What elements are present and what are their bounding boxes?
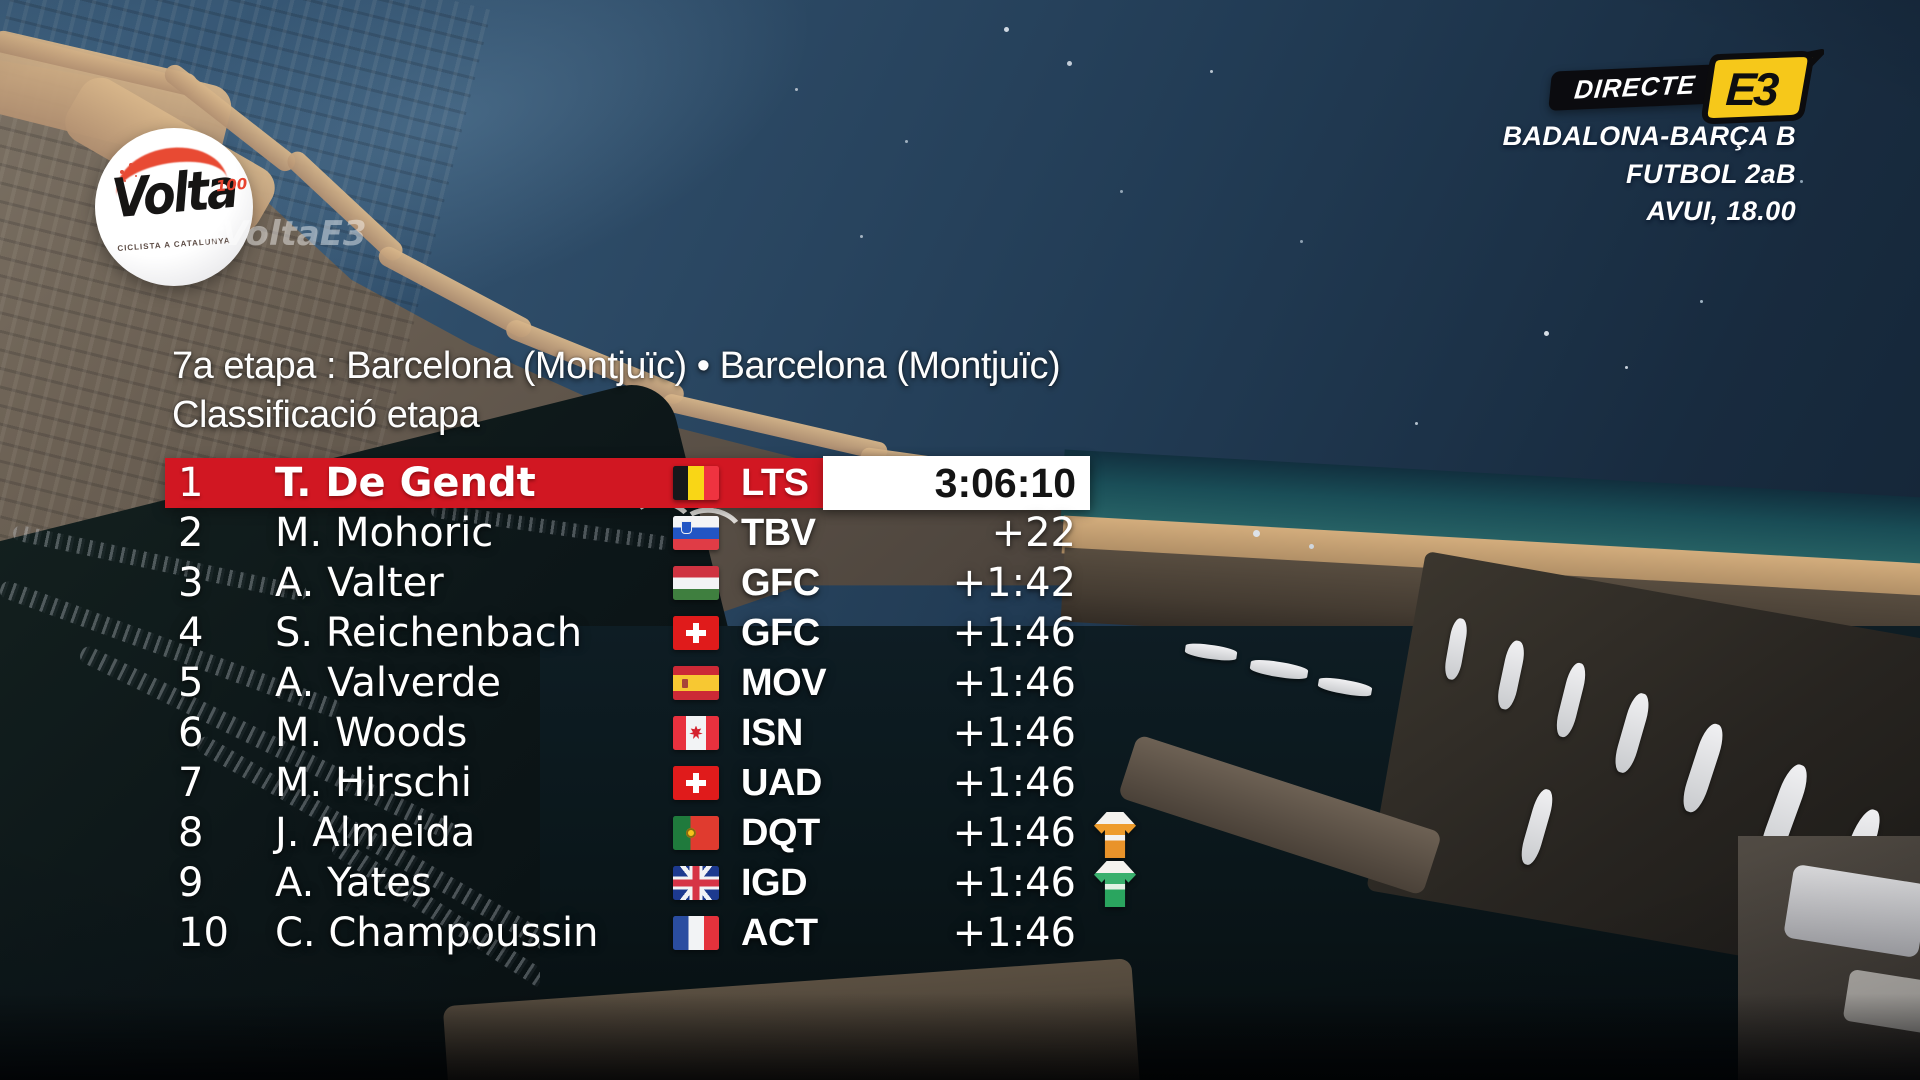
- rider-name: T. De Gendt: [275, 460, 536, 506]
- flag-united-kingdom-icon: [673, 866, 719, 900]
- team-code: ISN: [741, 711, 803, 754]
- time-gap: +1:42: [952, 560, 1076, 606]
- table-row: 6 M. Woods ISN +1:46: [165, 708, 1090, 758]
- rank: 9: [178, 860, 204, 906]
- volta-logo: [95, 128, 253, 286]
- promo-line-match: BADALONA-BARÇA B: [1502, 121, 1796, 151]
- time-gap: +1:46: [952, 760, 1076, 806]
- flag-switzerland-icon: [673, 616, 719, 650]
- rider-name: C. Champoussin: [275, 910, 599, 956]
- rank: 5: [178, 660, 204, 706]
- flag-canada-icon: [673, 716, 719, 750]
- time-gap: +1:46: [952, 910, 1076, 956]
- rider-name: A. Valter: [275, 560, 444, 606]
- rank: 7: [178, 760, 204, 806]
- header-block: 7a etapa : Barcelona (Montjuïc) • Barcel…: [172, 342, 1061, 440]
- promo-line-time: AVUI, 18.00: [1646, 196, 1796, 226]
- rank: 3: [178, 560, 204, 606]
- rank: 8: [178, 810, 204, 856]
- table-row: 2 M. Mohoric TBV +22: [165, 508, 1090, 558]
- esport3-channel-logo-icon: E3: [1701, 49, 1824, 124]
- table-row: 9 A. Yates IGD +1:46: [165, 858, 1090, 908]
- team-code: IGD: [741, 861, 808, 904]
- rider-name: M. Woods: [275, 710, 468, 756]
- hashtag-watermark: #VoltaE3: [198, 214, 367, 254]
- table-row: 7 M. Hirschi UAD +1:46: [165, 758, 1090, 808]
- stage-classification-table: 1 T. De Gendt LTS 3:06:10 2 M. Mohoric T…: [165, 456, 1090, 958]
- flag-switzerland-icon: [673, 766, 719, 800]
- rider-name: J. Almeida: [275, 810, 476, 856]
- flag-hungary-icon: [673, 566, 719, 600]
- rider-name: M. Hirschi: [275, 760, 472, 806]
- orange-jersey-icon: [1094, 812, 1136, 858]
- team-code: MOV: [741, 661, 827, 704]
- team-code: TBV: [741, 511, 816, 554]
- svg-text:E3: E3: [1724, 63, 1780, 115]
- classification-title: Classificació etapa: [172, 394, 480, 436]
- flag-belgium-icon: [673, 466, 719, 500]
- rank: 2: [178, 510, 204, 556]
- time-gap: +1:46: [952, 610, 1076, 656]
- stage-title: 7a etapa : Barcelona (Montjuïc) • Barcel…: [172, 345, 1061, 387]
- table-row-leader: 1 T. De Gendt LTS 3:06:10: [165, 456, 1090, 510]
- time-gap: +1:46: [952, 710, 1076, 756]
- team-code: LTS: [741, 461, 809, 504]
- volta-edition-label: 100: [215, 174, 249, 196]
- table-row: 4 S. Reichenbach GFC +1:46: [165, 608, 1090, 658]
- rider-name: A. Valverde: [275, 660, 501, 706]
- rank: 6: [178, 710, 204, 756]
- upcoming-program-block: BADALONA-BARÇA B FUTBOL 2aB AVUI, 18.00: [1503, 118, 1796, 231]
- promo-line-competition: FUTBOL 2aB: [1625, 158, 1796, 189]
- rank: 1: [178, 460, 204, 506]
- flag-spain-icon: [673, 666, 719, 700]
- green-jersey-icon: [1094, 861, 1136, 907]
- volta-swoosh-dots-icon: [120, 170, 124, 174]
- table-row: 3 A. Valter GFC +1:42: [165, 558, 1090, 608]
- rank: 10: [178, 910, 229, 956]
- team-code: GFC: [741, 611, 820, 654]
- table-row: 10 C. Champoussin ACT +1:46: [165, 908, 1090, 958]
- team-code: GFC: [741, 561, 820, 604]
- flag-france-icon: [673, 916, 719, 950]
- flag-portugal-icon: [673, 816, 719, 850]
- rider-name: S. Reichenbach: [275, 610, 583, 656]
- flag-slovenia-icon: [673, 516, 719, 550]
- sea-boat-specks: [0, 0, 3, 3]
- team-code: ACT: [741, 911, 818, 954]
- leader-time: 3:06:10: [823, 456, 1090, 510]
- table-row: 8 J. Almeida DQT +1:46: [165, 808, 1090, 858]
- rider-name: M. Mohoric: [275, 510, 494, 556]
- time-gap: +22: [991, 510, 1076, 556]
- team-code: UAD: [741, 761, 822, 804]
- table-row: 5 A. Valverde MOV +1:46: [165, 658, 1090, 708]
- time-gap: +1:46: [952, 810, 1076, 856]
- rank: 4: [178, 610, 204, 656]
- time-gap: +1:46: [952, 660, 1076, 706]
- time-gap: +1:46: [952, 860, 1076, 906]
- team-code: DQT: [741, 811, 820, 854]
- rider-name: A. Yates: [275, 860, 432, 906]
